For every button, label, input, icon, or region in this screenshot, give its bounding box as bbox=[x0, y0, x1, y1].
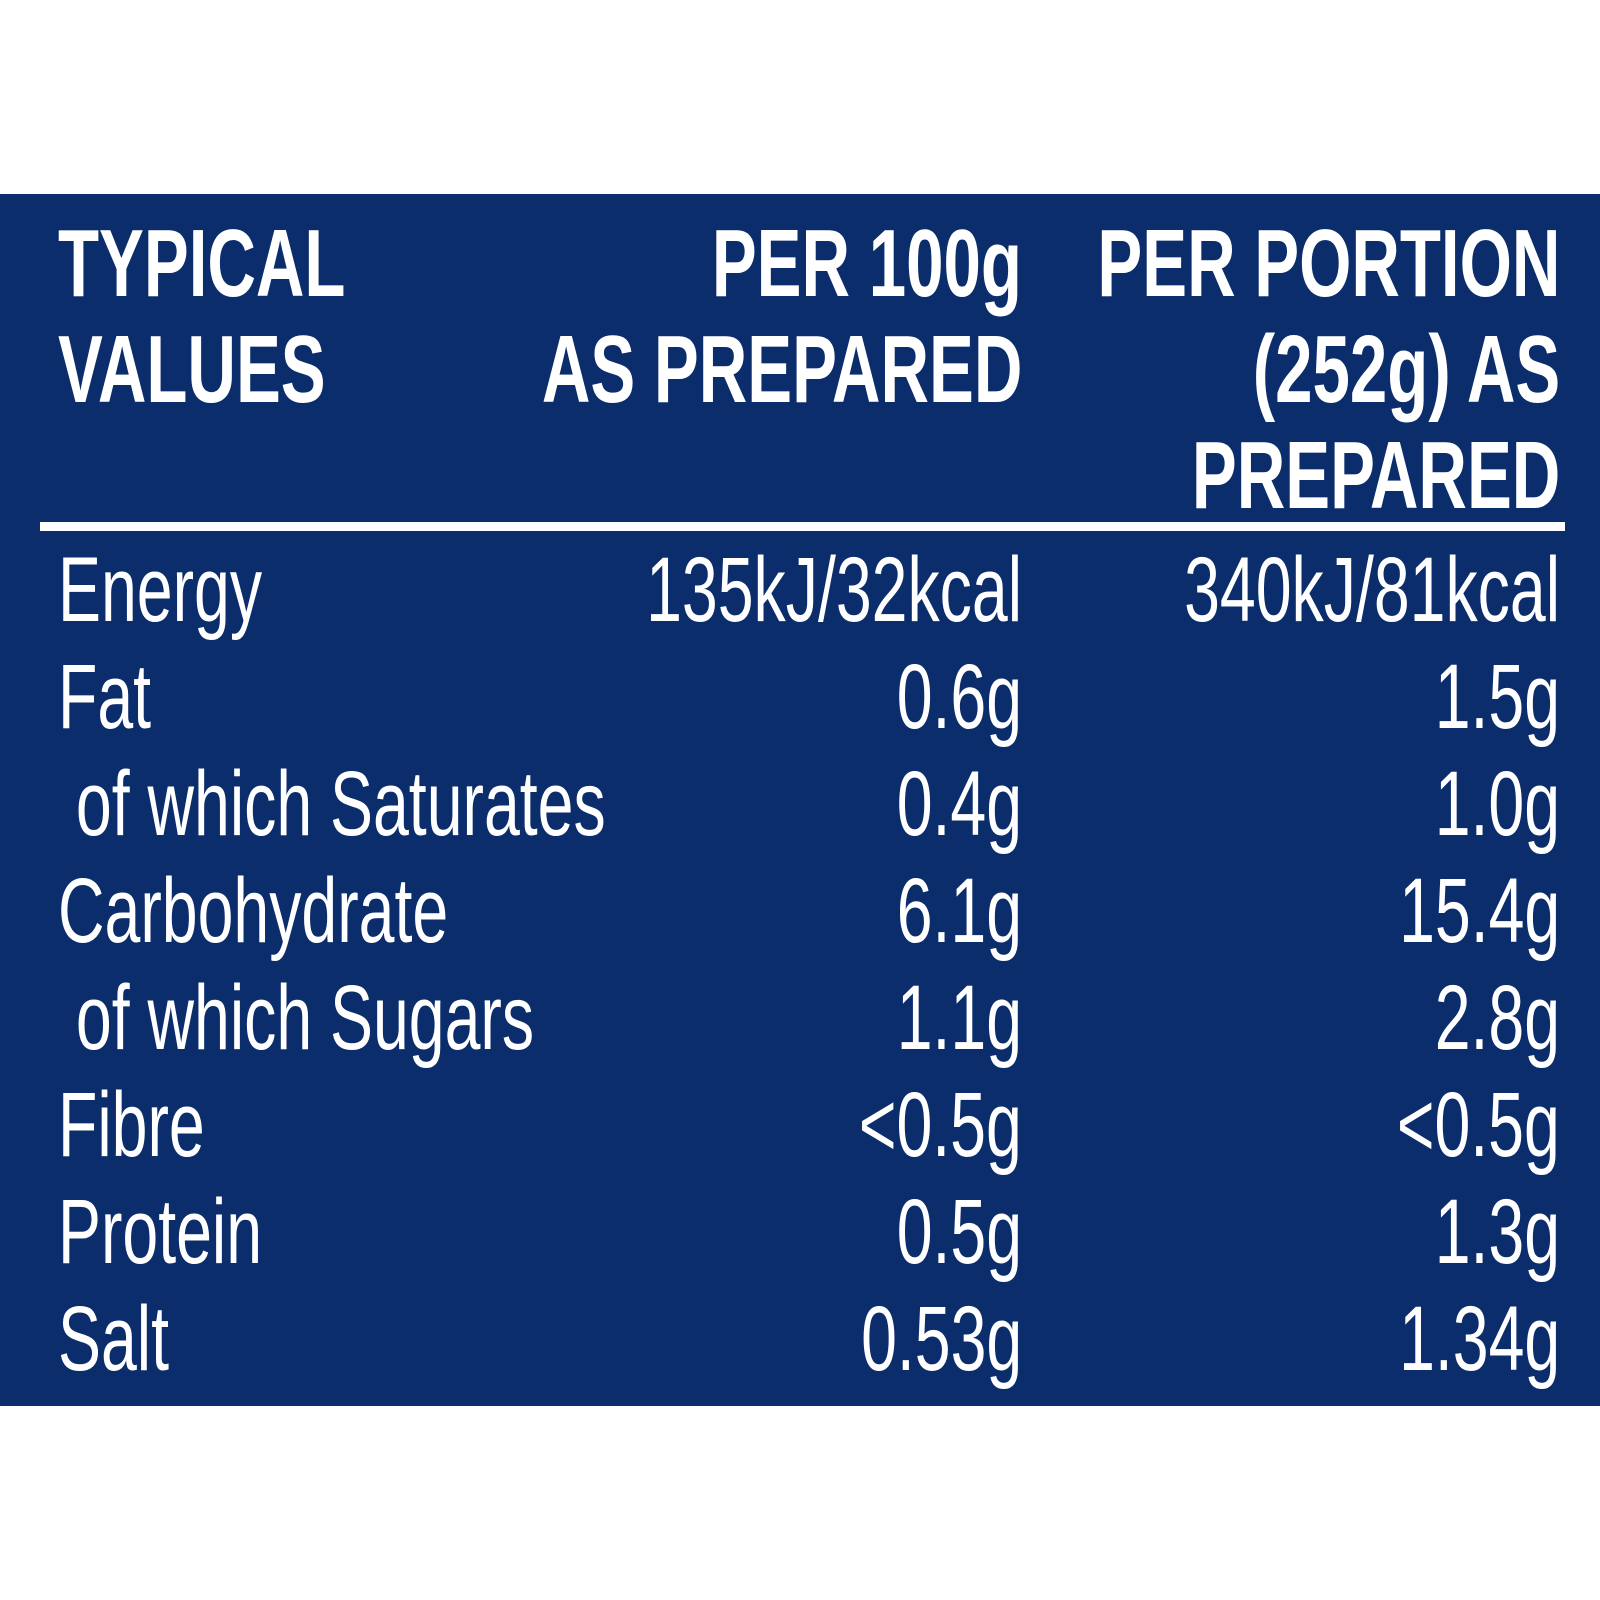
row-per100g: 6.1g bbox=[896, 860, 1022, 962]
row-per-portion: <0.5g bbox=[1397, 1074, 1560, 1176]
row-label: Carbohydrate bbox=[58, 860, 449, 962]
row-per-portion: 2.8g bbox=[1434, 967, 1560, 1069]
header-portion-size: (252g) AS bbox=[1252, 316, 1560, 423]
row-per100g: 135kJ/32kcal bbox=[646, 539, 1022, 641]
header-portion-prepared: PREPARED bbox=[1191, 422, 1560, 529]
header-typical: TYPICAL bbox=[58, 210, 346, 317]
row-per100g: 0.5g bbox=[896, 1181, 1022, 1283]
header-per100g: PER 100g bbox=[711, 210, 1022, 317]
row-per100g: 0.53g bbox=[860, 1288, 1022, 1390]
row-label: Fibre bbox=[58, 1074, 205, 1176]
row-label: Fat bbox=[58, 646, 152, 748]
row-per100g: 0.4g bbox=[896, 753, 1022, 855]
row-per-portion: 1.0g bbox=[1434, 753, 1560, 855]
header-divider bbox=[40, 522, 1565, 531]
header-per-portion: PER PORTION bbox=[1097, 210, 1560, 317]
row-label: of which Sugars bbox=[58, 967, 535, 1069]
nutrition-table: TYPICAL VALUES PER 100g AS PREPARED PER … bbox=[0, 194, 1600, 1406]
row-label: Energy bbox=[58, 539, 263, 641]
row-label: Protein bbox=[58, 1181, 263, 1283]
row-per-portion: 1.3g bbox=[1434, 1181, 1560, 1283]
header-as-prepared: AS PREPARED bbox=[541, 316, 1022, 423]
row-per-portion: 15.4g bbox=[1398, 860, 1560, 962]
row-per100g: 0.6g bbox=[896, 646, 1022, 748]
row-per-portion: 1.5g bbox=[1434, 646, 1560, 748]
row-per-portion: 340kJ/81kcal bbox=[1184, 539, 1560, 641]
row-label: of which Saturates bbox=[58, 753, 606, 855]
row-per-portion: 1.34g bbox=[1398, 1288, 1560, 1390]
row-label: Salt bbox=[58, 1288, 169, 1390]
row-per100g: 1.1g bbox=[896, 967, 1022, 1069]
header-values: VALUES bbox=[58, 316, 326, 423]
row-per100g: <0.5g bbox=[859, 1074, 1022, 1176]
